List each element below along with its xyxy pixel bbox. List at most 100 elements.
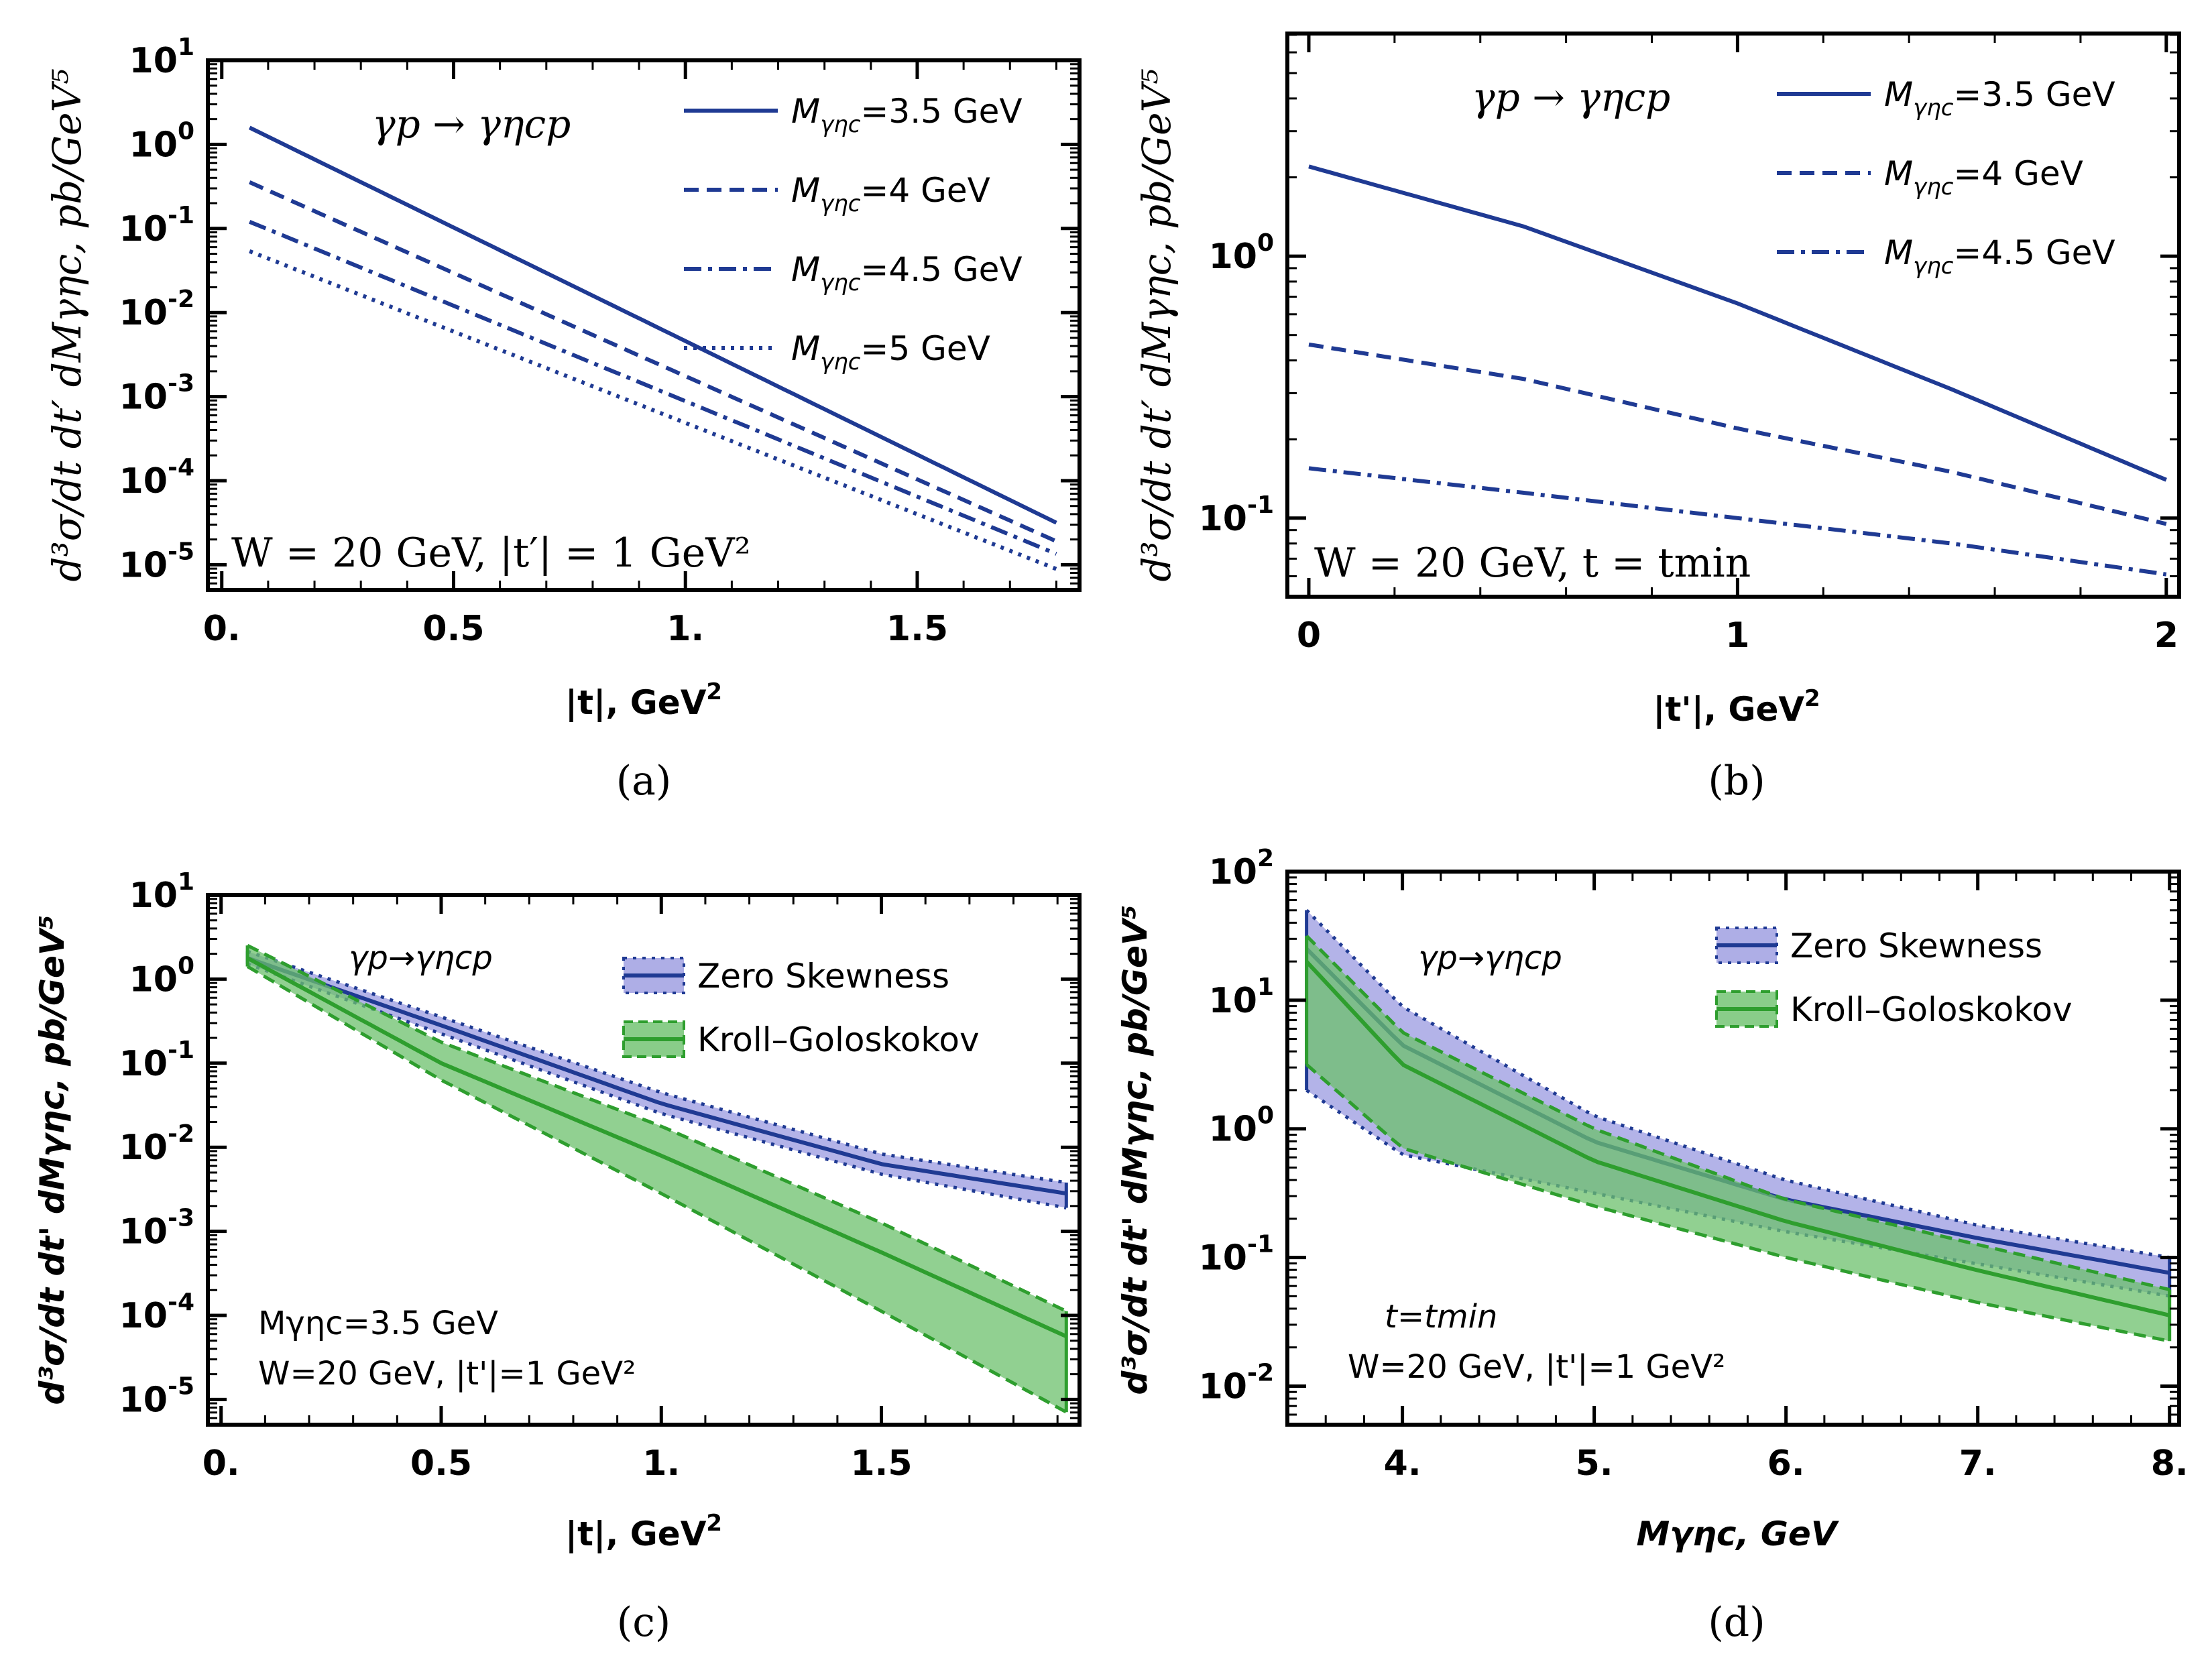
panel-c-xlabel: |t|, GeV2 (565, 1510, 722, 1553)
series-line (248, 180, 1057, 544)
y-tick-label: 10-5 (119, 1372, 194, 1420)
x-tick-label: 4. (1384, 1443, 1421, 1484)
panel-b-annotation: W = 20 GeV, t = tmin (1314, 540, 1751, 587)
panel-b-frame (1285, 32, 2181, 599)
panel-b-legend: Mγηc=3.5 GeV Mγηc=4 GeV Mγηc=4.5 GeV (1777, 75, 2115, 280)
panel-b-ylabel: d³σ/dt dt′ dMγηc, pb/GeV⁵ (1134, 68, 1179, 581)
band-edge-high (1305, 908, 2170, 1260)
panel-c-annotation-1: Mγηc=3.5 GeV (258, 1305, 498, 1342)
panel-c-process: γp→γηcp (349, 939, 493, 977)
panel-b-ticks: 0 1 2 10-1 100 (1199, 34, 2179, 656)
y-tick-label: 10-2 (1199, 1359, 1274, 1407)
y-tick-label: 10-2 (119, 1120, 194, 1168)
panel-c: 0. 0.5 1. 1.5 10-5 10-4 10-3 10-2 10-1 100 101 |t|… (33, 868, 1082, 1646)
panel-c-ylabel: d³σ/dt dt' dMγηc, pb/GeV⁵ (33, 914, 72, 1405)
y-tick-label: 10-4 (119, 1289, 194, 1336)
panel-a-ylabel: d³σ/dt dt′ dMγηc, pb/GeV⁵ (44, 68, 90, 581)
y-tick-label: 10-3 (119, 370, 194, 418)
y-tick-label: 10-4 (119, 454, 194, 501)
panel-a-caption: (a) (616, 758, 672, 805)
series-central-line (1305, 960, 2170, 1317)
legend-label: Mγηc=4.5 GeV (1884, 233, 2115, 280)
band-edge-low (1305, 1063, 2170, 1343)
y-tick-label: 100 (1209, 1102, 1274, 1150)
y-tick-label: 100 (129, 117, 194, 165)
x-tick-label: 2 (2154, 615, 2178, 656)
panel-b-caption: (b) (1708, 758, 1765, 805)
legend-label: Kroll–Goloskokov (697, 1020, 980, 1059)
band-edge-high (246, 943, 1067, 1313)
panel-d-process: γp→γηcp (1418, 939, 1562, 977)
legend-label: Mγηc=3.5 GeV (1884, 75, 2115, 121)
series-line (1308, 342, 2167, 526)
panel-d-ylabel: d³σ/dt dt' dMγηc, pb/GeV⁵ (1116, 904, 1155, 1395)
y-tick-label: 10-1 (119, 1037, 194, 1084)
x-tick-label: 6. (1767, 1443, 1805, 1484)
legend-label: Kroll–Goloskokov (1790, 990, 2073, 1029)
panel-b-xlabel: |t'|, GeV2 (1653, 685, 1820, 729)
band-edge-high (1305, 935, 2170, 1291)
panel-d-legend: Zero Skewness Kroll–Goloskokov (1715, 927, 2073, 1029)
series-band (247, 945, 1067, 1413)
x-tick-label: 8. (2151, 1443, 2189, 1484)
y-tick-label: 101 (129, 868, 194, 916)
series-line (249, 249, 1057, 571)
series-central-line (247, 956, 1067, 1196)
panel-d-annotation-1: t=tmin (1385, 1298, 1497, 1336)
panel-c-legend: Zero Skewness Kroll–Goloskokov (622, 957, 980, 1059)
series-central-line (246, 956, 1067, 1339)
series-line (249, 220, 1057, 556)
x-tick-label: 0. (203, 609, 241, 649)
x-tick-label: 0.5 (422, 609, 484, 649)
panel-d-xlabel: Mγηc, GeV (1636, 1515, 1839, 1553)
legend-label: Zero Skewness (1790, 927, 2042, 965)
panel-b-marks (1308, 164, 2167, 577)
panel-a: 0. 0.5 1. 1.5 10-5 10-4 10-3 10-2 10-1 100 101 |t|… (44, 34, 1082, 805)
series-line (1308, 466, 2167, 577)
legend-label: Mγηc=5 GeV (791, 329, 990, 375)
x-tick-label: 5. (1576, 1443, 1613, 1484)
panel-d-ticks: 4. 5. 6. 7. 8. 10-2 10-1 100 101 102 (1199, 845, 2189, 1484)
x-tick-label: 1 (1725, 615, 1749, 656)
legend-label: Mγηc=4 GeV (791, 171, 990, 217)
panel-d-annotation-2: W=20 GeV, |t'|=1 GeV² (1348, 1348, 1725, 1386)
y-tick-label: 10-1 (1199, 491, 1274, 539)
x-tick-label: 7. (1959, 1443, 1997, 1484)
x-tick-label: 0. (202, 1443, 240, 1484)
panel-a-annotation: W = 20 GeV, |t′| = 1 GeV² (231, 530, 751, 577)
panel-d-marks (1305, 908, 2172, 1343)
x-tick-label: 1.5 (850, 1443, 912, 1484)
legend-label: Zero Skewness (697, 957, 949, 996)
band-edge-high (247, 949, 1067, 1185)
panel-a-ticks: 0. 0.5 1. 1.5 10-5 10-4 10-3 10-2 10-1 100 101 (119, 34, 1080, 649)
panel-a-marks (248, 125, 1057, 571)
y-tick-label: 101 (1209, 973, 1274, 1021)
series-line (1308, 164, 2167, 482)
x-tick-label: 1. (642, 1443, 680, 1484)
y-tick-label: 10-3 (119, 1205, 194, 1252)
legend-label: Mγηc=4 GeV (1884, 154, 2083, 200)
panel-d-caption: (d) (1708, 1599, 1765, 1646)
series-line (248, 125, 1057, 525)
legend-label: Mγηc=4.5 GeV (791, 250, 1023, 296)
panel-b: 0 1 2 10-1 100 |t'|, GeV2 d³σ/dt dt′ dMγηc, … (1134, 32, 2181, 805)
y-tick-label: 10-1 (1199, 1231, 1274, 1279)
panel-a-xlabel: |t|, GeV2 (565, 678, 722, 722)
panel-a-legend: Mγηc=3.5 GeV Mγηc=4 GeV Mγηc=4.5 GeV Mγηc=5… (684, 92, 1023, 375)
x-tick-label: 0.5 (410, 1443, 472, 1484)
panel-c-marks (245, 943, 1068, 1414)
panel-c-caption: (c) (617, 1599, 671, 1646)
series-band (1306, 935, 2170, 1342)
y-tick-label: 102 (1209, 845, 1274, 892)
y-tick-label: 10-2 (119, 286, 194, 333)
y-tick-label: 10-5 (119, 538, 194, 585)
panel-c-ticks: 0. 0.5 1. 1.5 10-5 10-4 10-3 10-2 10-1 100 101 (119, 868, 1080, 1484)
x-tick-label: 0 (1297, 615, 1321, 656)
panel-a-process: γp → γηcp (372, 101, 571, 147)
y-tick-label: 100 (129, 952, 194, 1000)
y-tick-label: 100 (1209, 229, 1274, 277)
band-edge-low (246, 965, 1067, 1414)
y-tick-label: 10-1 (119, 202, 194, 249)
y-tick-label: 101 (129, 34, 194, 81)
